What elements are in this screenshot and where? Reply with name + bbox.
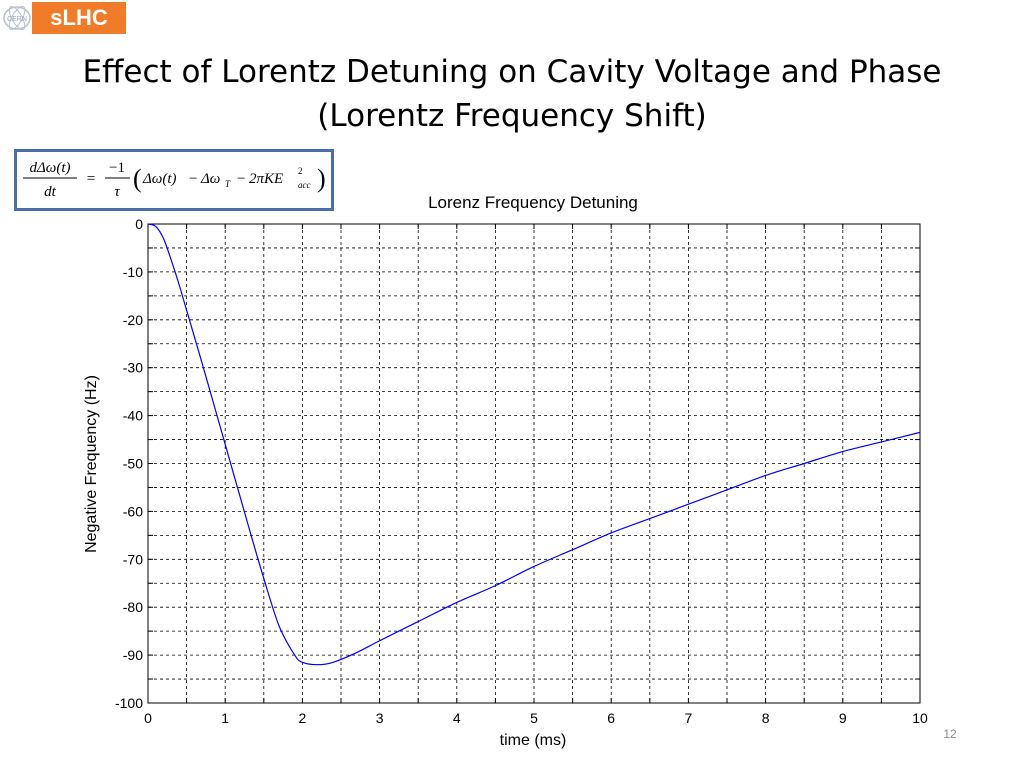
- y-tick-label: -50: [123, 456, 143, 472]
- svg-text:CERN: CERN: [7, 16, 27, 23]
- eq-lhs-numerator: dΔω(t): [29, 160, 70, 176]
- y-tick-label: -70: [123, 551, 143, 567]
- chart-grid: [148, 224, 920, 703]
- equation-formula: dΔω(t) dt = −1 τ ( Δω(t) − Δω T − 2πKE 2…: [23, 160, 326, 200]
- logo-area: CERN sLHC: [0, 0, 130, 36]
- frequency-detuning-line: [147, 223, 921, 666]
- y-tick-label: -30: [123, 360, 143, 376]
- slide-title: Effect of Lorentz Detuning on Cavity Vol…: [0, 50, 1024, 138]
- page-number: 12: [943, 727, 957, 741]
- slhc-logo: sLHC: [32, 2, 126, 34]
- chart-title: Lorenz Frequency Detuning: [428, 193, 638, 212]
- axis-ticks: 0 1 2 3 4 5 6 7 8 9 10 0 -10 -20 -30 -40 -50 -60 -70 -80 -90…: [115, 216, 928, 726]
- slide-title-line-1: Effect of Lorentz Detuning on Cavity Vol…: [82, 54, 942, 90]
- eq-coef-numerator: −1: [109, 160, 125, 176]
- eq-open-paren: (: [133, 164, 142, 193]
- y-tick-label: -80: [123, 599, 143, 615]
- eq-term3-subscript: acc: [298, 180, 311, 190]
- eq-equals: =: [87, 171, 95, 187]
- x-tick-label: 1: [221, 710, 229, 726]
- x-tick-label: 4: [453, 710, 461, 726]
- y-tick-label: -10: [123, 264, 143, 280]
- x-tick-label: 3: [376, 710, 384, 726]
- slide-title-line-2: (Lorentz Frequency Shift): [317, 98, 707, 134]
- equation-box: dΔω(t) dt = −1 τ ( Δω(t) − Δω T − 2πKE 2…: [14, 149, 334, 211]
- x-tick-label: 8: [762, 710, 770, 726]
- eq-term1: Δω(t): [142, 171, 177, 187]
- y-tick-label: -100: [115, 695, 143, 711]
- y-tick-label: -90: [123, 647, 143, 663]
- eq-term2: Δω: [200, 171, 220, 187]
- eq-term2-subscript: T: [225, 179, 231, 189]
- eq-minus-1: −: [189, 171, 197, 187]
- x-tick-label: 2: [299, 710, 307, 726]
- y-tick-label: -40: [123, 408, 143, 424]
- cern-seal-logo: CERN: [3, 5, 31, 31]
- x-tick-label: 6: [607, 710, 615, 726]
- eq-close-paren: ): [317, 164, 326, 193]
- y-tick-label: 0: [135, 216, 143, 232]
- eq-term3: 2πKE: [249, 171, 283, 187]
- y-axis-label: Negative Frequency (Hz): [83, 375, 100, 553]
- x-tick-label: 9: [839, 710, 847, 726]
- eq-minus-2: −: [237, 171, 245, 187]
- eq-lhs-denominator: dt: [44, 184, 57, 200]
- x-axis-label: time (ms): [500, 732, 567, 749]
- eq-coef-denominator: τ: [114, 184, 120, 200]
- y-tick-label: -60: [123, 503, 143, 519]
- y-tick-label: -20: [123, 312, 143, 328]
- eq-term3-superscript: 2: [298, 166, 303, 176]
- x-tick-label: 10: [912, 710, 928, 726]
- x-tick-label: 5: [530, 710, 538, 726]
- x-tick-label: 0: [144, 710, 152, 726]
- x-tick-label: 7: [685, 710, 693, 726]
